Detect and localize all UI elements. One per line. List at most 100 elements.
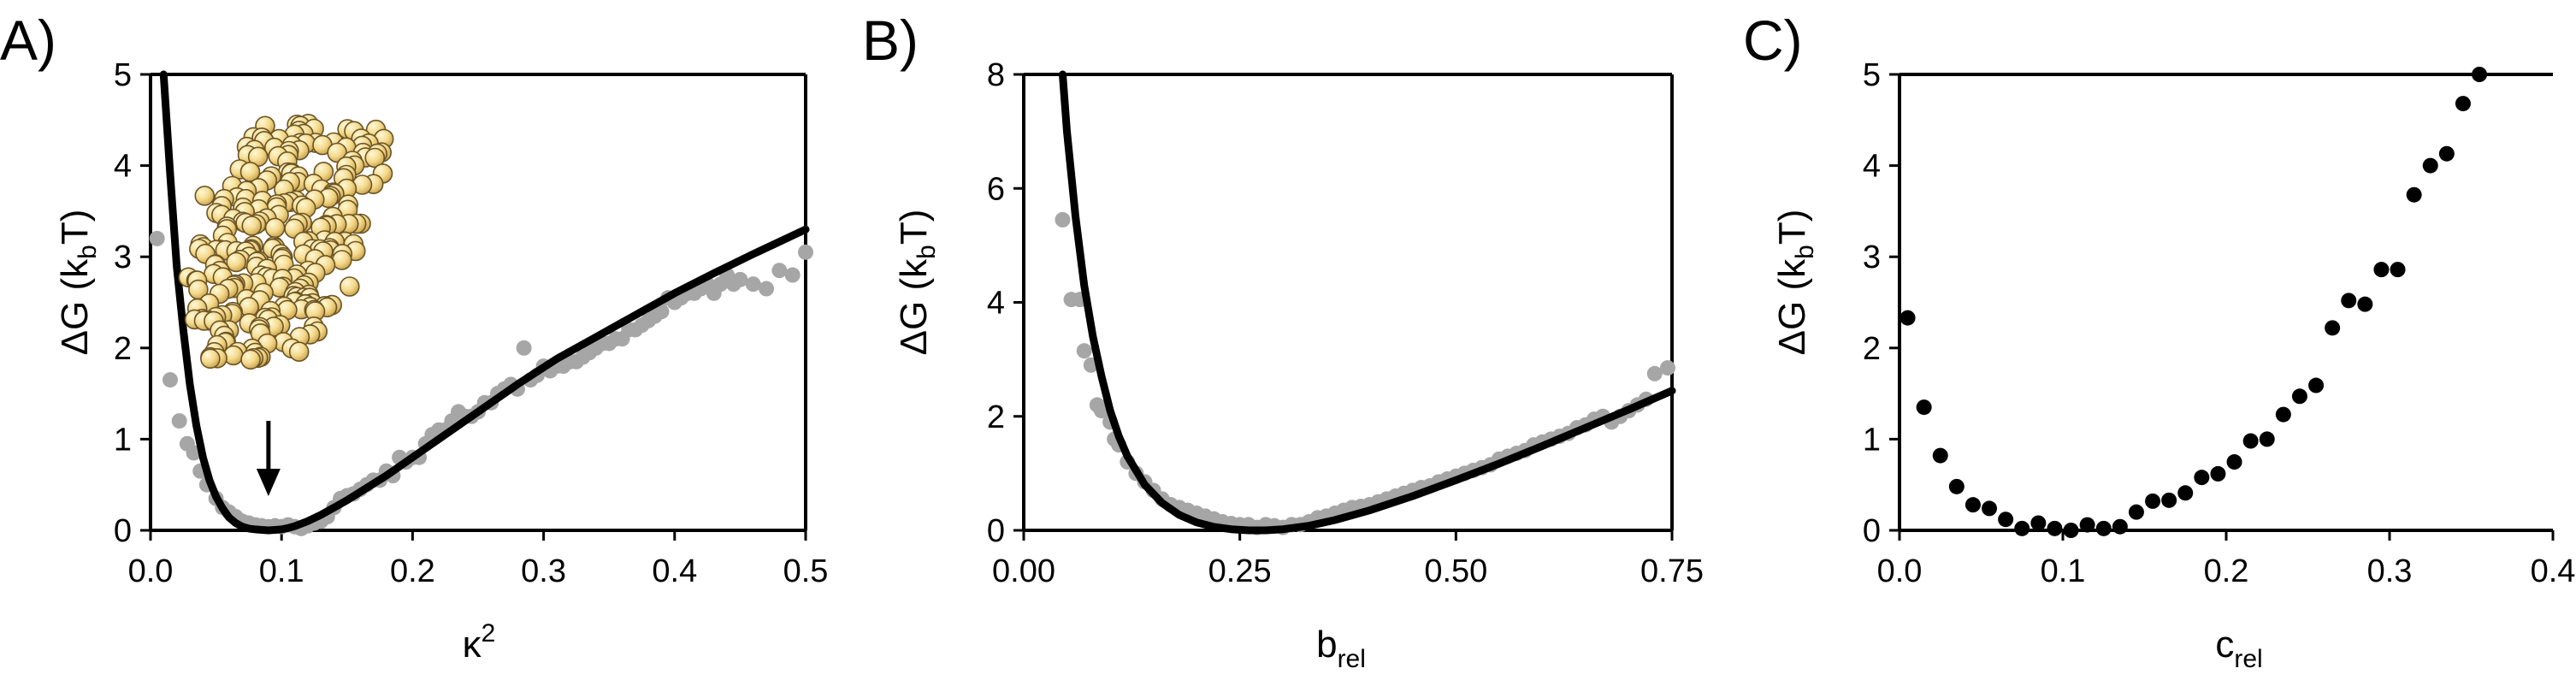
panel-a-data-point: [516, 340, 532, 356]
panel-c-data-point: [2341, 293, 2357, 309]
panel-b-label: B): [862, 9, 919, 72]
protein-structure-inset: [178, 114, 394, 370]
panel-a-y-tick-label: 3: [114, 240, 132, 275]
panel-c-x-tick-label: 0.1: [2041, 553, 2086, 589]
panel-a-fit-curve: [159, 70, 810, 535]
panel-c-data-point: [2194, 470, 2210, 486]
panel-c-data-point: [2455, 96, 2471, 112]
panel-c-y-tick-label: 1: [1863, 422, 1881, 458]
panel-c-data-point: [2030, 515, 2047, 531]
panel-c: C) ΔG (kbT) crel 0.0 0.1 0.2 0.3 0.4 0 1 2 3 4 5: [1743, 9, 2575, 673]
panel-a-x-tick-label: 0.4: [652, 553, 697, 589]
panel-c-label: C): [1743, 9, 1803, 72]
panel-c-data-point: [2047, 520, 2063, 536]
panel-c-data-point: [2161, 492, 2177, 508]
svg-text:ΔG (kbT): ΔG (kbT): [893, 210, 941, 356]
panel-a-data-point: [759, 281, 775, 297]
panel-c-data-point: [2063, 523, 2079, 538]
panel-b-y-tick-label: 0: [987, 513, 1005, 549]
panel-c-y-tick-label: 4: [1863, 149, 1881, 185]
panel-c-x-axis-label: crel: [2215, 624, 2262, 673]
panel-c-data-point: [2308, 377, 2325, 393]
panel-b-x-tick-label: 0.25: [1208, 553, 1272, 589]
panel-a-y-axis-label: ΔG (kbT): [54, 210, 102, 356]
panel-a-data-point: [732, 271, 748, 287]
panel-b-y-axis-label: ΔG (kbT): [893, 210, 941, 356]
panel-b-y-tick-label: 2: [987, 399, 1005, 435]
panel-b-data-point: [1646, 365, 1663, 381]
panel-b-y-tick-label: 8: [987, 57, 1005, 93]
svg-text:ΔG (kbT): ΔG (kbT): [1771, 210, 1819, 356]
panel-c-data-point: [1982, 500, 1998, 517]
panel-c-data-point: [2210, 465, 2226, 482]
panel-c-data-point: [2095, 520, 2112, 536]
panel-a-data-point: [745, 276, 761, 293]
panel-c-data-point: [2014, 520, 2030, 536]
panel-c-data-point: [2472, 67, 2488, 82]
panel-c-data-point: [2079, 517, 2095, 533]
panel-c-data-point: [1948, 478, 1964, 494]
panel-a-data-point: [653, 304, 670, 320]
panel-a: A) ΔG (kbT) κ2 0.0 0.1 0.2 0.3 0.4 0.5 0 1 2 3 4 5: [0, 9, 828, 665]
svg-text:ΔG (kbT): ΔG (kbT): [54, 210, 102, 356]
panel-c-y-tick-label: 3: [1863, 240, 1881, 275]
panel-c-data-point: [2406, 186, 2422, 203]
panel-c-data-point: [2177, 485, 2194, 501]
panel-c-data-point: [1964, 497, 1981, 513]
panel-c-data-point: [2390, 262, 2406, 278]
panel-b-data-point: [1659, 360, 1675, 376]
panel-c-x-tick-label: 0.4: [2531, 553, 2576, 589]
panel-a-data-point: [771, 263, 788, 279]
panel-c-data-point: [1932, 447, 1948, 464]
panel-a-data-point: [798, 244, 813, 260]
panel-b-x-tick-label: 0.75: [1640, 553, 1704, 589]
minimum-arrow-icon: [256, 421, 281, 496]
panel-b-y-tick-label: 6: [987, 171, 1005, 207]
panel-a-y-tick-label: 2: [114, 331, 132, 367]
panel-a-label: A): [0, 9, 56, 72]
panel-a-x-tick-label: 0.0: [128, 553, 174, 589]
panel-b-x-tick-label: 0.50: [1424, 553, 1487, 589]
panel-c-data-point: [2291, 388, 2307, 405]
panel-c-data-point: [2259, 431, 2275, 447]
panel-c-data-point: [2438, 145, 2455, 162]
panel-a-y-tick-label: 5: [114, 57, 132, 93]
panel-c-x-tick-label: 0.0: [1877, 553, 1923, 589]
panel-c-y-tick-label: 5: [1863, 57, 1881, 93]
panel-c-y-axis-label: ΔG (kbT): [1771, 210, 1819, 356]
panel-c-data-point: [2242, 433, 2259, 449]
panel-a-plot: 0.0 0.1 0.2 0.3 0.4 0.5 0 1 2 3 4 5: [114, 57, 829, 589]
panel-a-data-point: [784, 267, 801, 283]
panel-c-y-tick-label: 0: [1863, 513, 1881, 549]
panel-c-data-point: [2128, 504, 2144, 520]
panel-c-data-point: [2357, 296, 2373, 312]
panel-b-x-axis-label: brel: [1316, 624, 1366, 673]
panel-c-data-point: [2275, 406, 2291, 423]
panel-c-data-point: [1998, 512, 2014, 528]
panel-c-plot: 0.0 0.1 0.2 0.3 0.4 0 1 2 3 4 5: [1863, 57, 2576, 589]
panel-c-data-point: [2422, 157, 2438, 174]
panel-c-data-point: [2112, 518, 2128, 535]
panel-c-data-point: [2373, 262, 2390, 278]
panel-c-y-tick-label: 2: [1863, 331, 1881, 367]
panel-a-x-tick-label: 0.2: [390, 553, 435, 589]
panel-c-data-point: [2325, 320, 2341, 336]
panel-b-x-tick-label: 0.00: [992, 553, 1055, 589]
panel-c-data-point: [1916, 399, 1932, 416]
panel-c-x-tick-label: 0.2: [2204, 553, 2249, 589]
panel-c-x-tick-label: 0.3: [2367, 553, 2413, 589]
panel-a-x-axis-label: κ2: [463, 619, 496, 665]
panel-a-x-tick-label: 0.5: [783, 553, 829, 589]
panel-c-data-point: [2145, 493, 2161, 509]
panel-a-x-tick-label: 0.1: [259, 553, 304, 589]
panel-a-y-tick-label: 1: [114, 422, 132, 458]
panel-c-data-point: [1900, 310, 1916, 326]
panel-b: B) ΔG (kbT) brel 0.00 0.25 0.50 0.75 0 2 4 6 8: [862, 9, 1704, 673]
panel-b-plot: 0.00 0.25 0.50 0.75 0 2 4 6 8: [987, 57, 1704, 589]
panel-a-data-point: [162, 372, 178, 388]
panel-c-data-point: [2226, 454, 2242, 470]
panel-b-data-point: [1055, 211, 1071, 228]
panel-a-data-point: [149, 230, 165, 246]
panel-a-y-tick-label: 0: [114, 513, 132, 549]
